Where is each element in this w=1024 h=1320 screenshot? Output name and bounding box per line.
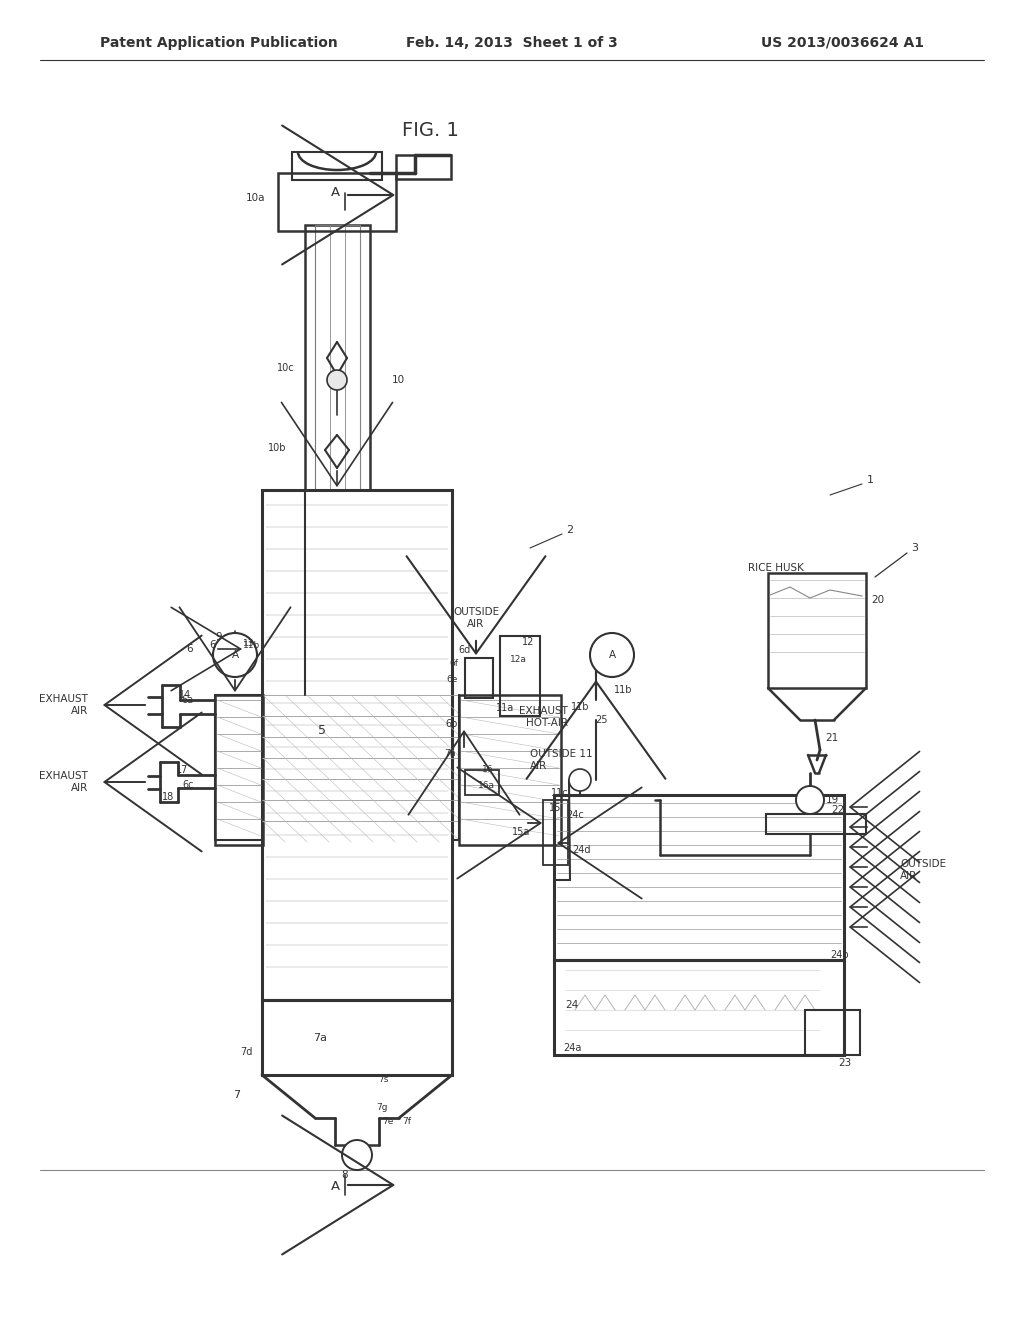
Text: Feb. 14, 2013  Sheet 1 of 3: Feb. 14, 2013 Sheet 1 of 3 (407, 36, 617, 50)
Text: A: A (231, 649, 239, 660)
Text: 6c: 6c (182, 780, 194, 789)
Text: US 2013/0036624 A1: US 2013/0036624 A1 (761, 36, 924, 50)
Text: 6f: 6f (449, 660, 458, 668)
Bar (459, 696, 561, 845)
Text: 16a: 16a (477, 780, 495, 789)
Bar (396, 154, 451, 180)
Text: FIG. 1: FIG. 1 (401, 120, 459, 140)
Text: OUTSIDE
AIR: OUTSIDE AIR (453, 607, 499, 628)
Text: 7e: 7e (382, 1118, 393, 1126)
Text: 1: 1 (866, 475, 873, 484)
Bar (543, 800, 568, 865)
Text: 5: 5 (318, 723, 326, 737)
Text: 6e: 6e (446, 676, 458, 685)
Text: 11b: 11b (613, 685, 632, 696)
Text: 18: 18 (162, 792, 174, 803)
Text: A: A (331, 1180, 340, 1192)
Text: 25: 25 (596, 715, 608, 725)
Text: 11c: 11c (551, 788, 569, 799)
Text: 19: 19 (825, 795, 839, 805)
Circle shape (213, 634, 257, 677)
Bar (465, 657, 493, 698)
Text: 7f: 7f (402, 1118, 412, 1126)
Text: OUTSIDE
AIR: OUTSIDE AIR (900, 859, 946, 880)
Circle shape (569, 770, 591, 791)
Bar (805, 1010, 860, 1055)
Bar (278, 173, 396, 231)
Text: 7h: 7h (444, 748, 456, 758)
Text: 10a: 10a (246, 193, 265, 203)
Text: A: A (608, 649, 615, 660)
Text: 7d: 7d (240, 1047, 252, 1057)
Text: 11b: 11b (570, 702, 589, 711)
Text: 6d: 6d (459, 645, 471, 655)
Bar (292, 152, 382, 180)
Text: 24a: 24a (563, 1043, 582, 1053)
Text: 10: 10 (392, 375, 406, 385)
Bar (768, 573, 866, 688)
Circle shape (327, 370, 347, 389)
Text: 7a: 7a (313, 1034, 327, 1043)
Text: EXHAUST
HOT-AIR: EXHAUST HOT-AIR (519, 706, 568, 727)
Circle shape (796, 785, 824, 814)
Text: 13: 13 (244, 639, 255, 648)
Bar (500, 636, 540, 715)
Text: 15: 15 (549, 803, 561, 813)
Text: 12a: 12a (510, 656, 526, 664)
Text: 10c: 10c (278, 363, 295, 374)
Text: 24: 24 (565, 1001, 579, 1010)
Text: 24d: 24d (572, 845, 591, 855)
Text: 23: 23 (839, 1059, 852, 1068)
Bar (315, 224, 360, 490)
Bar (554, 795, 844, 960)
Text: 8: 8 (342, 1170, 348, 1180)
Text: 22: 22 (831, 805, 845, 814)
Text: EXHAUST
AIR: EXHAUST AIR (39, 771, 88, 793)
Bar (554, 960, 844, 1055)
Text: 6b: 6b (445, 719, 458, 729)
Text: 20: 20 (871, 595, 885, 605)
Circle shape (342, 1140, 372, 1170)
Text: 3: 3 (911, 543, 919, 553)
Text: 15a: 15a (512, 828, 530, 837)
Text: 21: 21 (825, 733, 839, 743)
Text: 6a: 6a (182, 696, 194, 705)
Text: 7g: 7g (376, 1104, 388, 1113)
Text: 11a: 11a (496, 704, 514, 713)
Text: 7s: 7s (378, 1076, 388, 1085)
Text: 17: 17 (176, 766, 188, 775)
Text: 6: 6 (186, 644, 193, 653)
Text: 7: 7 (232, 1090, 240, 1100)
Bar (215, 696, 263, 845)
Text: 24b: 24b (830, 950, 849, 960)
Text: 6: 6 (210, 640, 216, 649)
Text: 16: 16 (482, 764, 494, 774)
Text: RICE HUSK: RICE HUSK (748, 564, 804, 573)
Text: 9: 9 (215, 632, 222, 642)
Bar (305, 224, 370, 490)
Bar (766, 814, 866, 834)
Bar (262, 1001, 452, 1074)
Text: EXHAUST
AIR: EXHAUST AIR (39, 694, 88, 715)
Text: 10b: 10b (267, 444, 286, 453)
Circle shape (590, 634, 634, 677)
Text: A: A (331, 186, 340, 198)
Bar (465, 770, 499, 795)
Text: 14: 14 (179, 690, 191, 700)
Text: 2: 2 (566, 525, 573, 535)
Text: 11b: 11b (244, 640, 261, 649)
Text: Patent Application Publication: Patent Application Publication (100, 36, 338, 50)
Bar (262, 490, 452, 1001)
Text: 12: 12 (522, 638, 535, 647)
Text: 24c: 24c (566, 810, 584, 820)
Text: OUTSIDE 11
AIR: OUTSIDE 11 AIR (530, 750, 593, 771)
